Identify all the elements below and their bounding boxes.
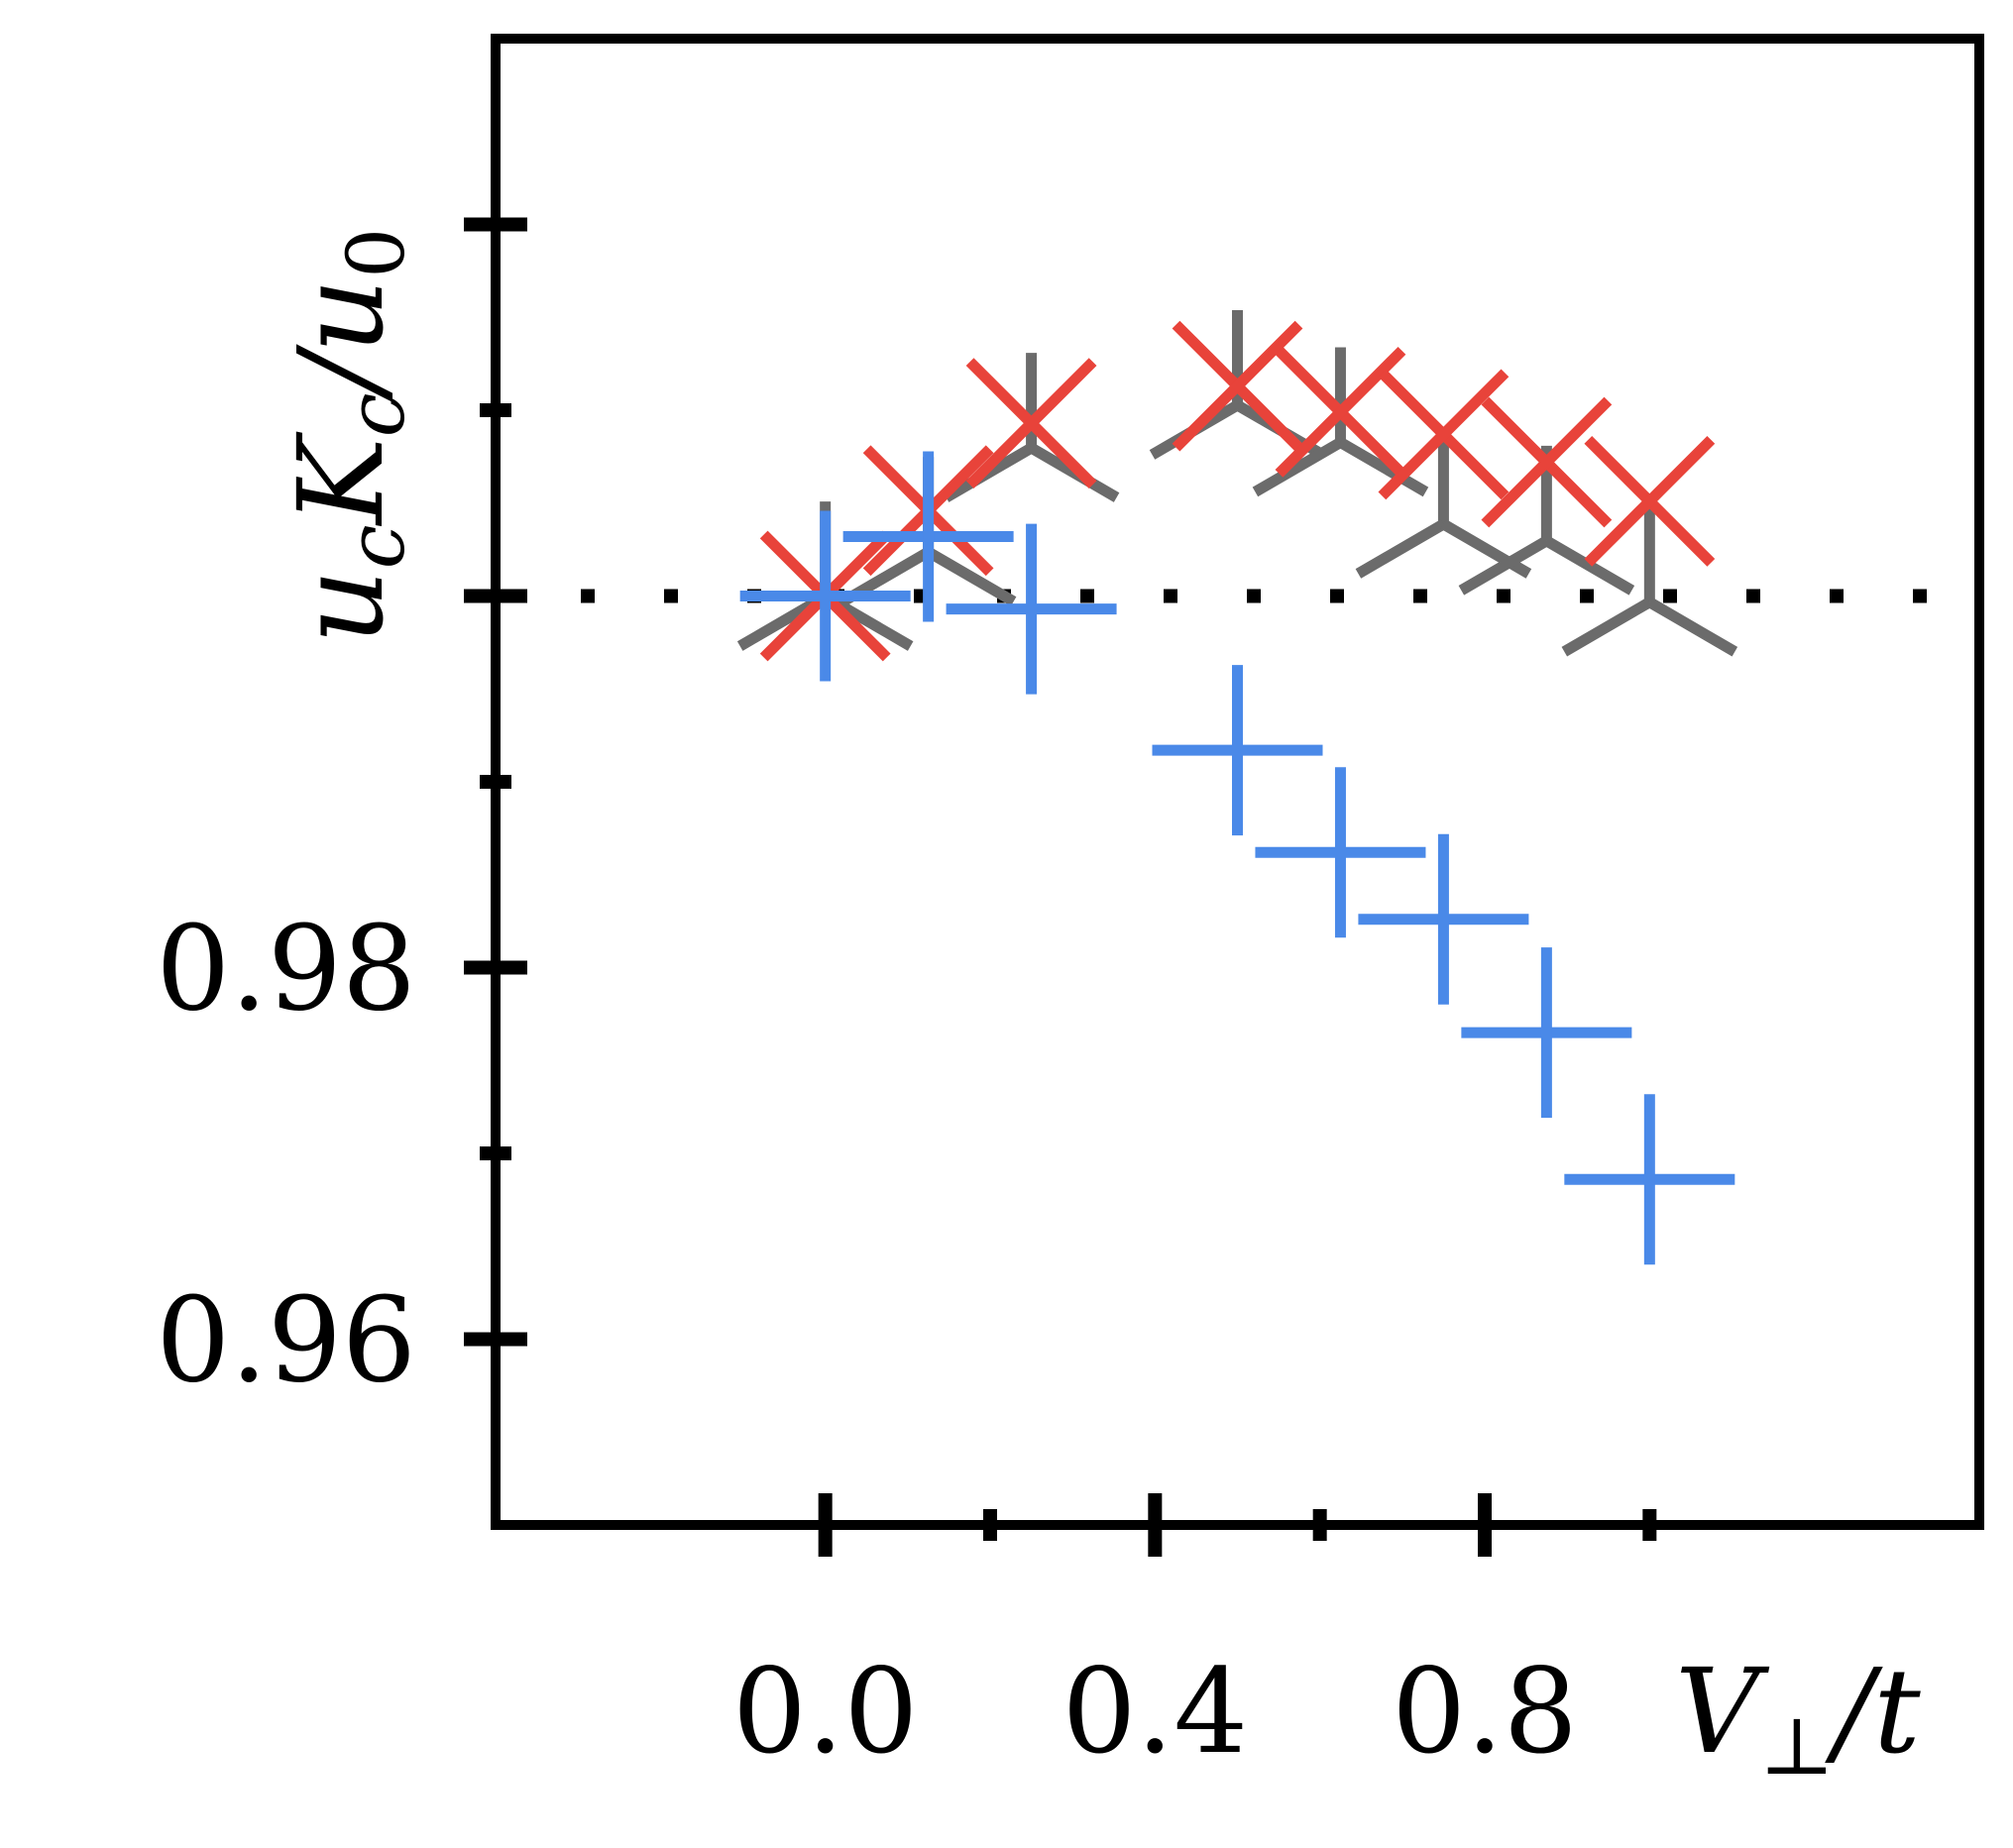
x-tick-label: 0.0: [732, 1643, 919, 1780]
data-point-plus: [739, 510, 911, 682]
y-tick-label: 0.96: [156, 1272, 416, 1409]
data-point-plus: [1358, 833, 1529, 1005]
data-point-plus: [1461, 947, 1632, 1119]
data-point-x: [1275, 346, 1406, 478]
data-point-x: [965, 358, 1097, 489]
data-point-plus: [842, 451, 1014, 622]
data-point-plus: [1564, 1094, 1735, 1265]
tick-labels: 0.0 0.4 0.8 0.96 0.98: [156, 901, 1578, 1781]
data-point-x: [1584, 435, 1716, 567]
data-point-plus: [1255, 767, 1426, 938]
x-axis-label: V⊥/t: [1675, 1643, 1921, 1793]
data-point-plus: [946, 523, 1117, 695]
x-tick-label: 0.4: [1062, 1643, 1248, 1780]
plot-marks: [496, 309, 1979, 1265]
data-point-tri-down: [1561, 506, 1738, 657]
data-point-tri-down: [1252, 347, 1429, 497]
x-tick-label: 0.8: [1392, 1643, 1578, 1780]
y-tick-label: 0.98: [156, 901, 416, 1037]
y-axis-label: ucKc/u0: [273, 228, 422, 644]
data-point-x: [1378, 369, 1510, 500]
axis-ticks: [464, 217, 1657, 1557]
data-point-x: [1481, 396, 1613, 528]
data-point-x: [1172, 320, 1303, 452]
data-point-plus: [1152, 665, 1323, 836]
